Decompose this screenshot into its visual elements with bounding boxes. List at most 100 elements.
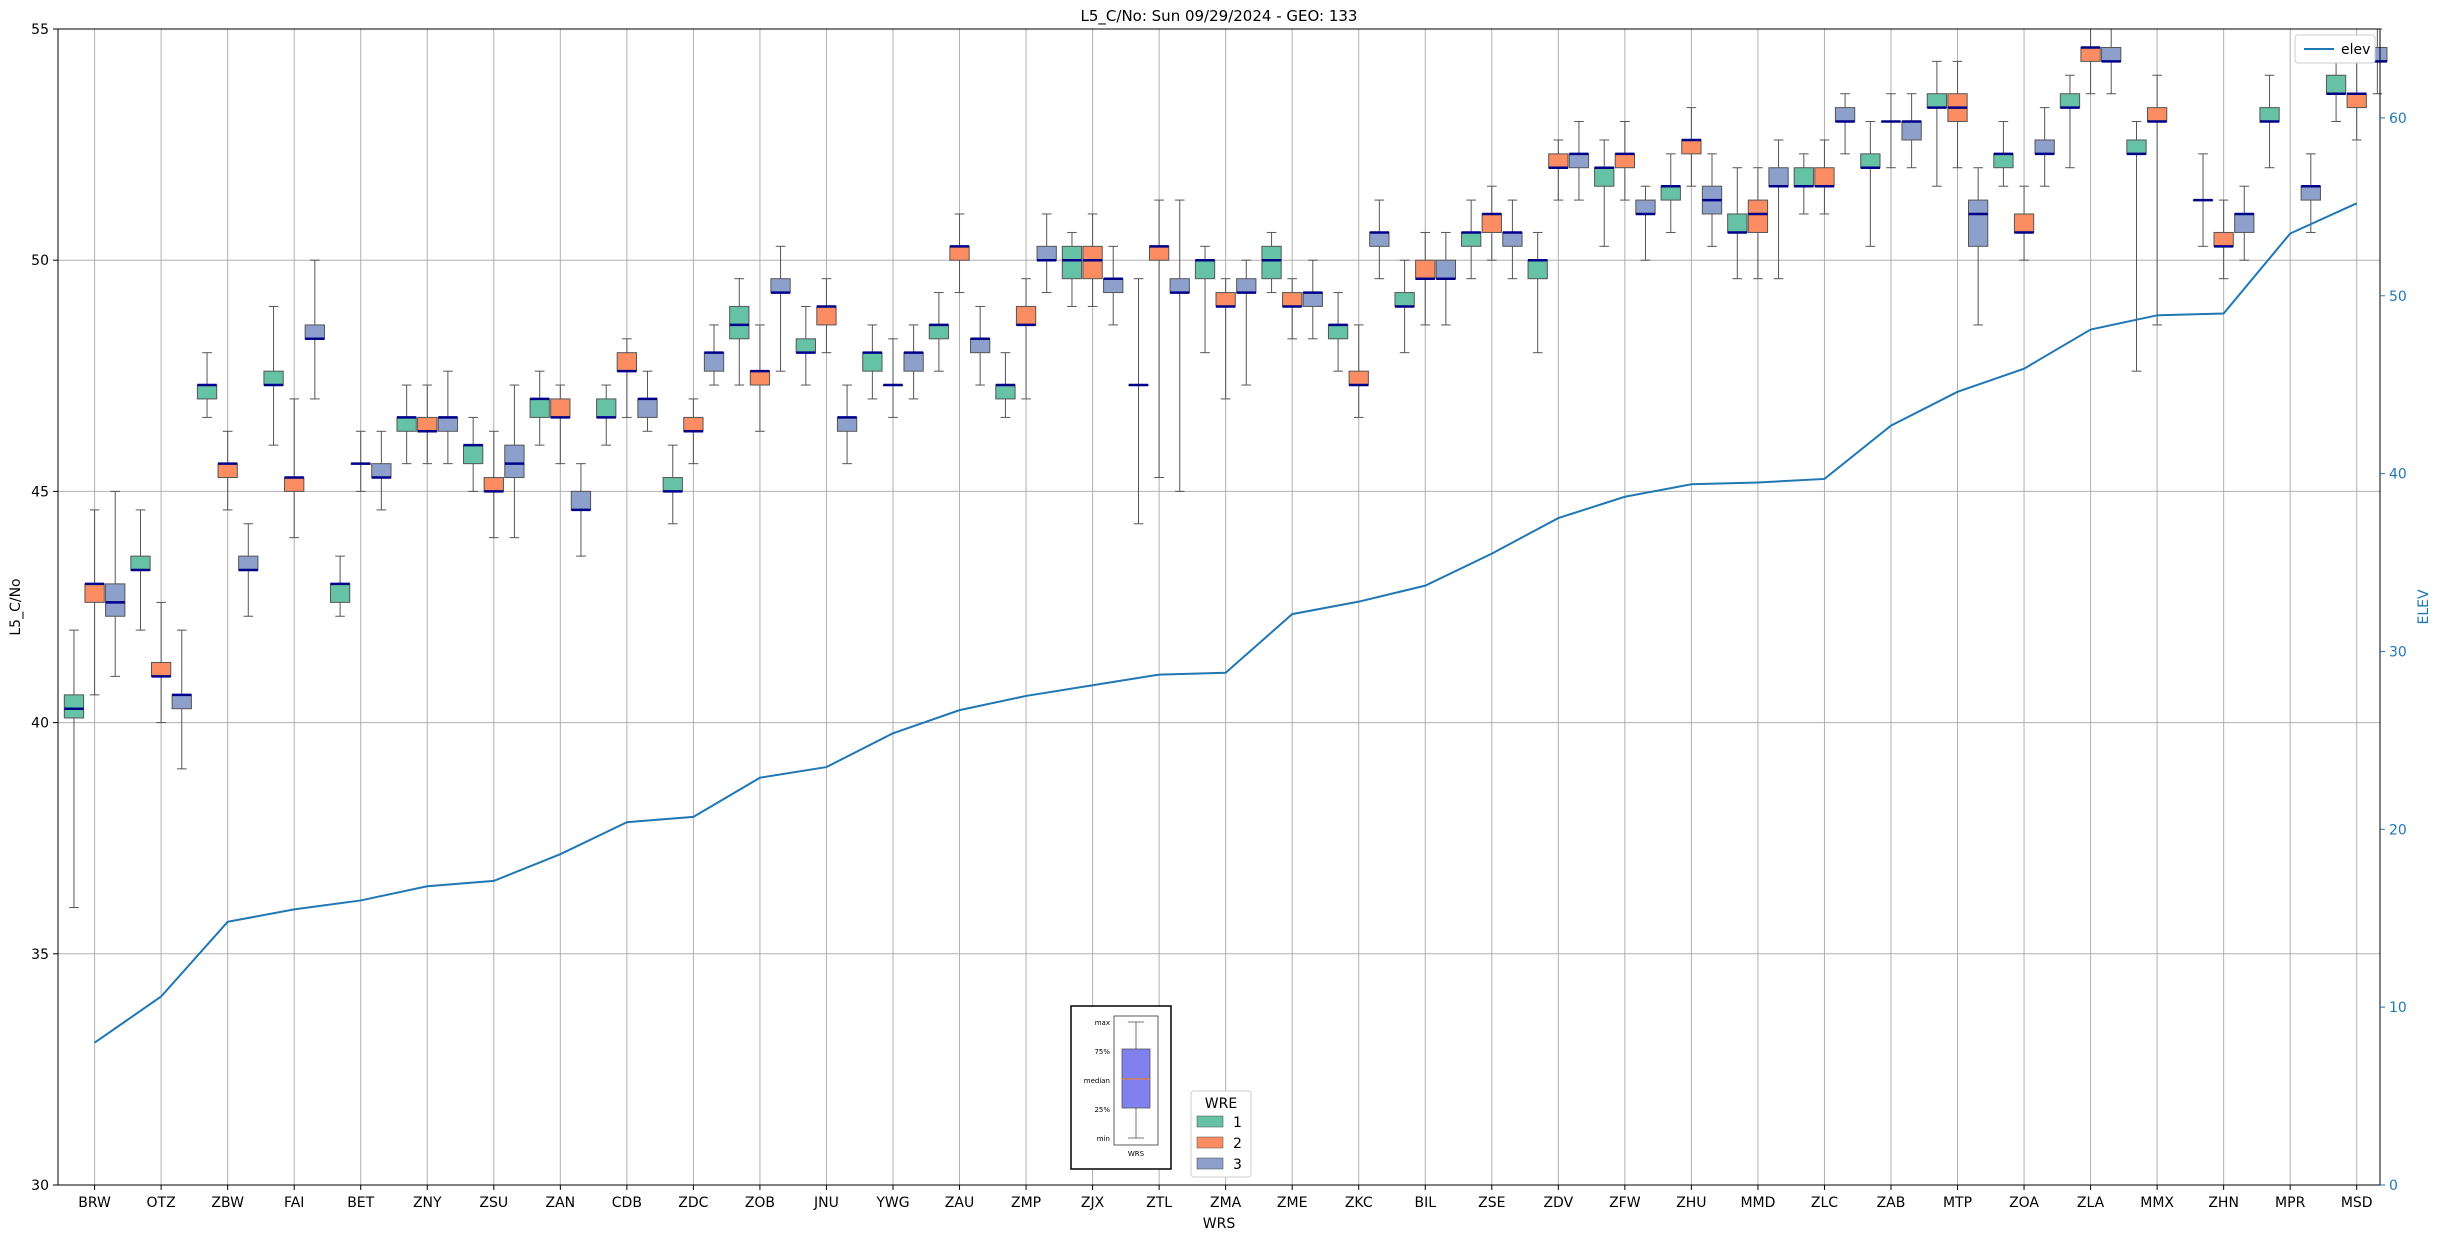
wre-legend-swatch-1 [1196, 1115, 1224, 1128]
box-iqr [550, 398, 571, 418]
box-2-ZAU [949, 213, 970, 294]
box-3-YWG [903, 324, 924, 400]
wre-legend-label-1: 1 [1233, 1115, 1242, 1131]
box-3-OTZ [171, 629, 192, 770]
box-iqr [2080, 46, 2101, 62]
box-2-ZDV [1548, 139, 1569, 201]
box-iqr [795, 338, 816, 354]
box-iqr [1082, 245, 1103, 280]
box-iqr [417, 416, 438, 432]
box-3-ZOB [770, 245, 791, 372]
box-2-JNU [816, 278, 837, 354]
box-2-ZSU [483, 430, 504, 539]
box-iqr [1435, 259, 1457, 280]
box-iqr [63, 694, 85, 719]
x-tick-label: ZOA [2009, 1195, 2039, 1211]
box-3-ZJX [1103, 245, 1124, 326]
box-3-ZTL [1169, 199, 1190, 492]
box-3-ZFW [1635, 185, 1656, 261]
box-3-ZDV [1568, 120, 1590, 201]
box-iqr [969, 338, 991, 354]
box-iqr [1681, 139, 1702, 155]
x-tick-label: MTP [1943, 1195, 1972, 1211]
y-axis-label: L5_C/No [8, 578, 24, 635]
box-3-ZNY [437, 370, 459, 465]
box-1-ZHN [2192, 153, 2214, 247]
y-right-tick-label: 60 [2389, 111, 2407, 127]
box-1-ZBW [196, 352, 218, 418]
box-1-BIL [1394, 259, 1415, 354]
y-right-tick-label: 50 [2389, 289, 2407, 305]
box-1-ZTL [1128, 278, 1149, 525]
x-tick-label: ZKC [1345, 1195, 1373, 1211]
chart-title: L5_C/No: Sun 09/29/2024 - GEO: 133 [1081, 7, 1358, 26]
box-iqr [2259, 107, 2280, 122]
box-1-ZDC [662, 444, 683, 525]
box-3-ZBW [238, 523, 259, 617]
box-1-FAI [263, 305, 284, 446]
box-1-ZHU [1660, 153, 1681, 233]
box-1-MMD [1727, 167, 1748, 280]
y-tick-label: 40 [31, 716, 49, 732]
wre-legend-label-3: 3 [1233, 1157, 1242, 1173]
box-iqr [1793, 167, 1814, 187]
box-iqr [1548, 153, 1569, 169]
box-2-ZHN [2213, 199, 2234, 280]
box-iqr [483, 477, 504, 492]
box-3-JNU [836, 384, 858, 465]
box-1-CDB [596, 384, 617, 446]
box-iqr [396, 416, 417, 432]
box-3-ZHU [1701, 153, 1723, 247]
box-iqr [683, 416, 704, 432]
box-2-ZKC [1348, 324, 1369, 418]
box-2-ZLC [1814, 139, 1835, 215]
box-2-ZMA [1215, 278, 1236, 400]
box-1-ZAN [529, 370, 550, 446]
box-iqr [995, 384, 1016, 400]
box-2-ZHU [1681, 107, 1702, 187]
box-iqr [2234, 213, 2255, 233]
box-3-BIL [1435, 231, 1457, 326]
box-iqr [304, 324, 325, 340]
box-3-ZLC [1834, 93, 1856, 155]
box-iqr [1967, 199, 1989, 247]
x-axis-label: WRS [1203, 1216, 1236, 1232]
box-2-ZAB [1880, 93, 1902, 169]
box-iqr [437, 416, 459, 432]
box-3-ZAU [969, 305, 991, 386]
elev-series-line [94, 202, 2358, 1044]
x-tick-label: MSD [2341, 1195, 2373, 1211]
x-tick-label: BET [347, 1195, 374, 1211]
x-tick-label: ZSE [1478, 1195, 1505, 1211]
y-right-tick-label: 0 [2389, 1178, 2398, 1194]
x-tick-label: ZHU [1676, 1195, 1706, 1211]
wre-legend: WRE 1 2 3 [1190, 1090, 1252, 1178]
x-tick-label: ZHN [2208, 1195, 2239, 1211]
box-iqr [1348, 370, 1369, 386]
x-tick-label: BRW [78, 1195, 111, 1211]
box-2-ZTL [1148, 199, 1170, 479]
box-iqr [1860, 153, 1881, 169]
x-tick-label: ZNY [413, 1195, 442, 1211]
box-2-ZNY [417, 384, 438, 465]
x-tick-label: ZDC [678, 1195, 708, 1211]
box-iqr [504, 444, 525, 479]
box-3-ZSE [1502, 199, 1523, 280]
box-1-MMX [2126, 120, 2147, 372]
box-iqr [2146, 107, 2168, 122]
box-1-ZOA [1993, 120, 2014, 187]
box-2-OTZ [150, 601, 172, 724]
box-iqr [1327, 324, 1349, 340]
box-2-ZFW [1614, 120, 1635, 201]
x-tick-label: OTZ [147, 1195, 176, 1211]
box-2-ZAN [550, 384, 571, 465]
y-tick-label: 55 [31, 22, 49, 38]
box-3-ZAN [570, 463, 592, 557]
box-iqr [329, 583, 351, 603]
box-3-MMD [1768, 139, 1789, 280]
box-iqr [703, 352, 725, 372]
box-iqr [217, 463, 238, 479]
box-2-YWG [882, 338, 904, 418]
x-tick-label: ZAU [945, 1195, 974, 1211]
box-3-FAI [304, 259, 325, 400]
